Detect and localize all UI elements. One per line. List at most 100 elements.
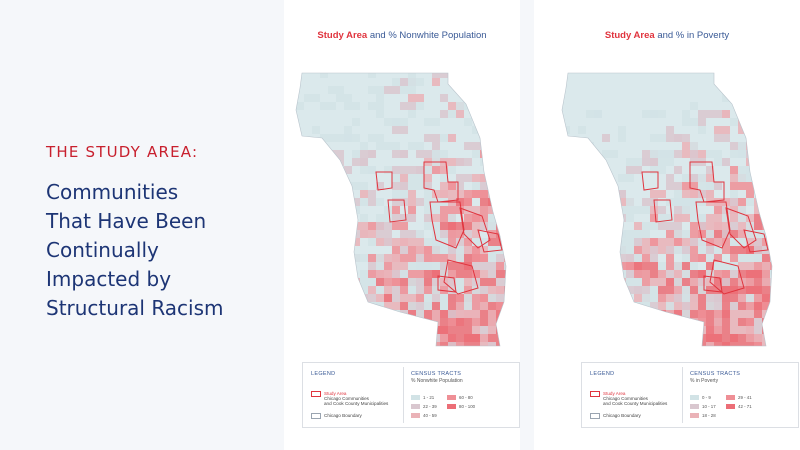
tract-cell [360, 294, 376, 302]
tract-cell [634, 206, 642, 214]
tract-cell [570, 174, 578, 182]
section-headline: Communities That Have Been Continually I… [46, 178, 256, 323]
tract-cell [312, 230, 320, 238]
tract-cell [488, 278, 496, 286]
tract-cell [594, 326, 602, 334]
tract-cell [570, 334, 586, 342]
tract-cell [480, 190, 488, 198]
tract-cell [682, 206, 698, 214]
tract-cell [778, 206, 784, 214]
tract-cell [448, 278, 456, 286]
study-area-text: Study Area Chicago Communities and Cook … [324, 391, 388, 406]
tract-cell [634, 238, 642, 246]
tract-cell [722, 230, 730, 238]
tract-cell [762, 118, 770, 126]
tract-cell [602, 246, 610, 254]
tract-cell [754, 254, 762, 262]
tract-cell [408, 294, 416, 302]
tract-cell [336, 190, 352, 198]
tract-cell [682, 326, 690, 334]
tract-cell [408, 326, 416, 334]
tract-cell [722, 246, 730, 254]
tract-cell [626, 302, 634, 310]
tract-cell [706, 310, 714, 318]
tract-cell [368, 190, 376, 198]
tract-cell [594, 214, 610, 222]
tract-cell [328, 214, 336, 222]
tract-cell [746, 262, 754, 270]
tract-cell [472, 270, 480, 278]
tract-cell [562, 246, 570, 254]
tract-cell [488, 334, 496, 342]
tract-cell [754, 102, 762, 110]
tract-cell [496, 214, 506, 222]
tract-cell [762, 238, 772, 246]
tract-cell [328, 318, 336, 326]
tract-cell [594, 110, 602, 118]
tract-cell [496, 86, 506, 94]
legend-tracts-heading: CENSUS TRACTS [690, 371, 741, 377]
legend-study-area: Study Area Chicago Communities and Cook … [590, 391, 667, 406]
class-2-swatch [690, 404, 699, 409]
tract-cell [488, 190, 504, 198]
tract-cell [714, 302, 722, 310]
tract-cell [448, 270, 456, 278]
tract-cell [320, 326, 328, 334]
tract-cell [754, 334, 762, 342]
tract-cell [296, 254, 304, 262]
tract-cell [456, 174, 472, 182]
tract-cell [456, 270, 464, 278]
section-kicker: THE STUDY AREA: [46, 143, 199, 161]
tract-cell [464, 78, 480, 86]
tract-cell [432, 294, 440, 302]
tract-cell [344, 238, 360, 246]
tract-cell [754, 198, 762, 206]
tract-cell [618, 342, 634, 346]
tract-cell [762, 262, 772, 270]
tract-cell [392, 262, 408, 270]
tract-cell [512, 294, 518, 302]
tract-cell [472, 94, 488, 102]
tract-cell [658, 326, 674, 334]
tract-cell [408, 110, 416, 118]
tract-cell [658, 158, 666, 166]
tract-cell [432, 214, 440, 222]
tract-cell [424, 174, 432, 182]
tract-cell [336, 286, 344, 294]
tract-cell [730, 238, 738, 246]
tract-cell [762, 222, 772, 230]
tract-cell [320, 134, 336, 142]
tract-cell [586, 294, 602, 302]
tract-cell [594, 270, 602, 278]
tract-cell [746, 174, 762, 182]
tract-cell [408, 73, 416, 78]
tract-cell [512, 190, 518, 198]
tract-cell [658, 166, 666, 174]
tract-cell [288, 254, 296, 262]
tract-cell [562, 270, 570, 278]
tract-cell [618, 174, 634, 182]
tract-cell [738, 126, 754, 134]
tract-cell [360, 214, 368, 222]
map-legend: LEGEND Study Area Chicago Communities an… [302, 362, 520, 428]
tract-cell [480, 278, 488, 286]
tract-cell [424, 342, 432, 346]
tract-cell [328, 294, 336, 302]
tract-cell [320, 230, 336, 238]
tract-cell [424, 278, 432, 286]
tract-cell [512, 214, 518, 222]
tract-cell [674, 230, 682, 238]
left-panel: THE STUDY AREA: Communities That Have Be… [0, 0, 266, 450]
tract-cell [400, 270, 408, 278]
map-panel-poverty: Study Area and % in Poverty LEGEND Study… [534, 0, 800, 450]
tract-cell [504, 294, 506, 302]
tract-cell [296, 342, 304, 346]
class-4-swatch [447, 395, 456, 400]
tract-cell [562, 342, 570, 346]
tract-cell [424, 134, 440, 142]
tract-cell [722, 326, 730, 334]
tract-cell [730, 334, 738, 342]
tract-cell [320, 318, 336, 326]
tract-cell [674, 150, 682, 158]
tract-cell [730, 310, 738, 318]
